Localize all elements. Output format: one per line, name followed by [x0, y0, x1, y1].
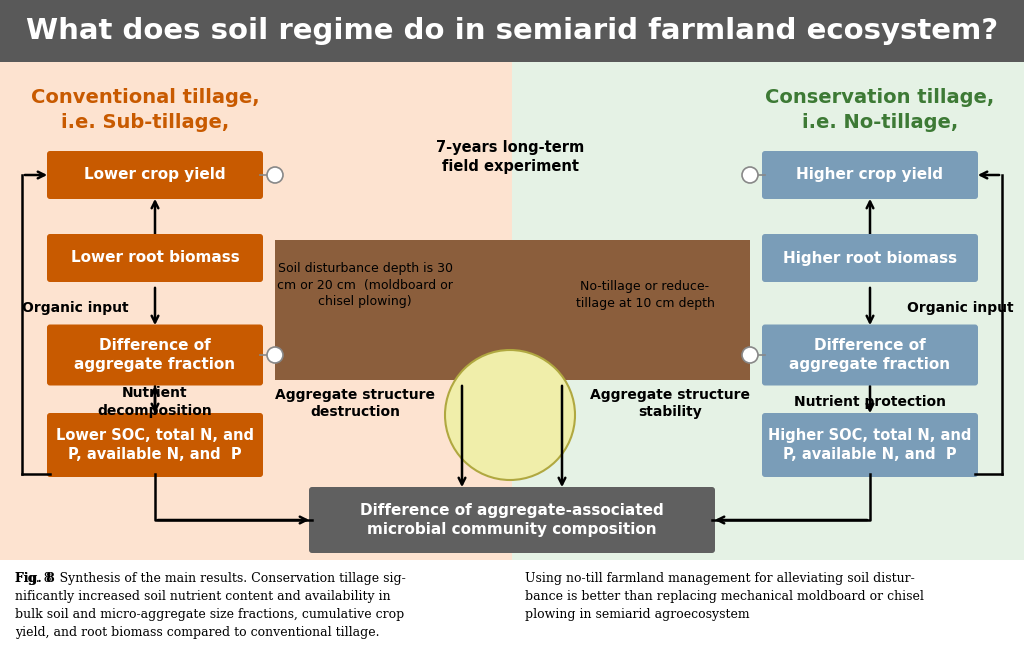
Text: Difference of aggregate-associated
microbial community composition: Difference of aggregate-associated micro…	[360, 503, 664, 537]
Circle shape	[445, 350, 575, 480]
Text: Fig. 8  Synthesis of the main results. Conservation tillage sig-
nificantly incr: Fig. 8 Synthesis of the main results. Co…	[15, 572, 406, 639]
Text: Organic input: Organic input	[22, 301, 128, 315]
Text: 7-years long-term
field experiment: 7-years long-term field experiment	[436, 140, 584, 173]
FancyBboxPatch shape	[762, 324, 978, 385]
FancyBboxPatch shape	[47, 413, 263, 477]
Text: Conventional tillage,
i.e. Sub-tillage,: Conventional tillage, i.e. Sub-tillage,	[31, 88, 259, 132]
FancyBboxPatch shape	[762, 413, 978, 477]
Text: Nutrient
decomposition: Nutrient decomposition	[97, 387, 212, 418]
Bar	[275, 240, 750, 380]
Text: Fig. 8: Fig. 8	[15, 572, 54, 585]
Text: Conservation tillage,
i.e. No-tillage,: Conservation tillage, i.e. No-tillage,	[765, 88, 994, 132]
Bar	[512, 62, 1024, 560]
Text: Higher crop yield: Higher crop yield	[797, 167, 943, 182]
FancyBboxPatch shape	[47, 151, 263, 199]
Text: Difference of
aggregate fraction: Difference of aggregate fraction	[790, 338, 950, 372]
Text: Higher root biomass: Higher root biomass	[783, 250, 957, 266]
Text: Organic input: Organic input	[906, 301, 1014, 315]
Text: Using no-till farmland management for alleviating soil distur-
bance is better t: Using no-till farmland management for al…	[525, 572, 924, 621]
Text: Nutrient protection: Nutrient protection	[794, 395, 946, 409]
Circle shape	[742, 347, 758, 363]
Circle shape	[742, 167, 758, 183]
Circle shape	[267, 167, 283, 183]
Text: Lower root biomass: Lower root biomass	[71, 250, 240, 266]
FancyBboxPatch shape	[309, 487, 715, 553]
Text: No-tillage or reduce-
tillage at 10 cm depth: No-tillage or reduce- tillage at 10 cm d…	[575, 281, 715, 310]
Text: Higher SOC, total N, and
P, available N, and  P: Higher SOC, total N, and P, available N,…	[768, 428, 972, 462]
Circle shape	[267, 347, 283, 363]
Text: Soil disturbance depth is 30
cm or 20 cm  (moldboard or
chisel plowing): Soil disturbance depth is 30 cm or 20 cm…	[278, 262, 453, 308]
Text: Difference of
aggregate fraction: Difference of aggregate fraction	[75, 338, 236, 372]
Text: Aggregate structure
stability: Aggregate structure stability	[590, 388, 750, 419]
Bar	[0, 0, 1024, 62]
FancyBboxPatch shape	[47, 324, 263, 385]
Text: Lower crop yield: Lower crop yield	[84, 167, 226, 182]
FancyBboxPatch shape	[762, 234, 978, 282]
Bar	[0, 62, 512, 560]
Text: Aggregate structure
destruction: Aggregate structure destruction	[275, 388, 435, 419]
Bar	[0, 560, 1024, 654]
FancyBboxPatch shape	[762, 151, 978, 199]
FancyBboxPatch shape	[47, 234, 263, 282]
Text: Lower SOC, total N, and
P, available N, and  P: Lower SOC, total N, and P, available N, …	[56, 428, 254, 462]
Text: What does soil regime do in semiarid farmland ecosystem?: What does soil regime do in semiarid far…	[26, 17, 998, 45]
